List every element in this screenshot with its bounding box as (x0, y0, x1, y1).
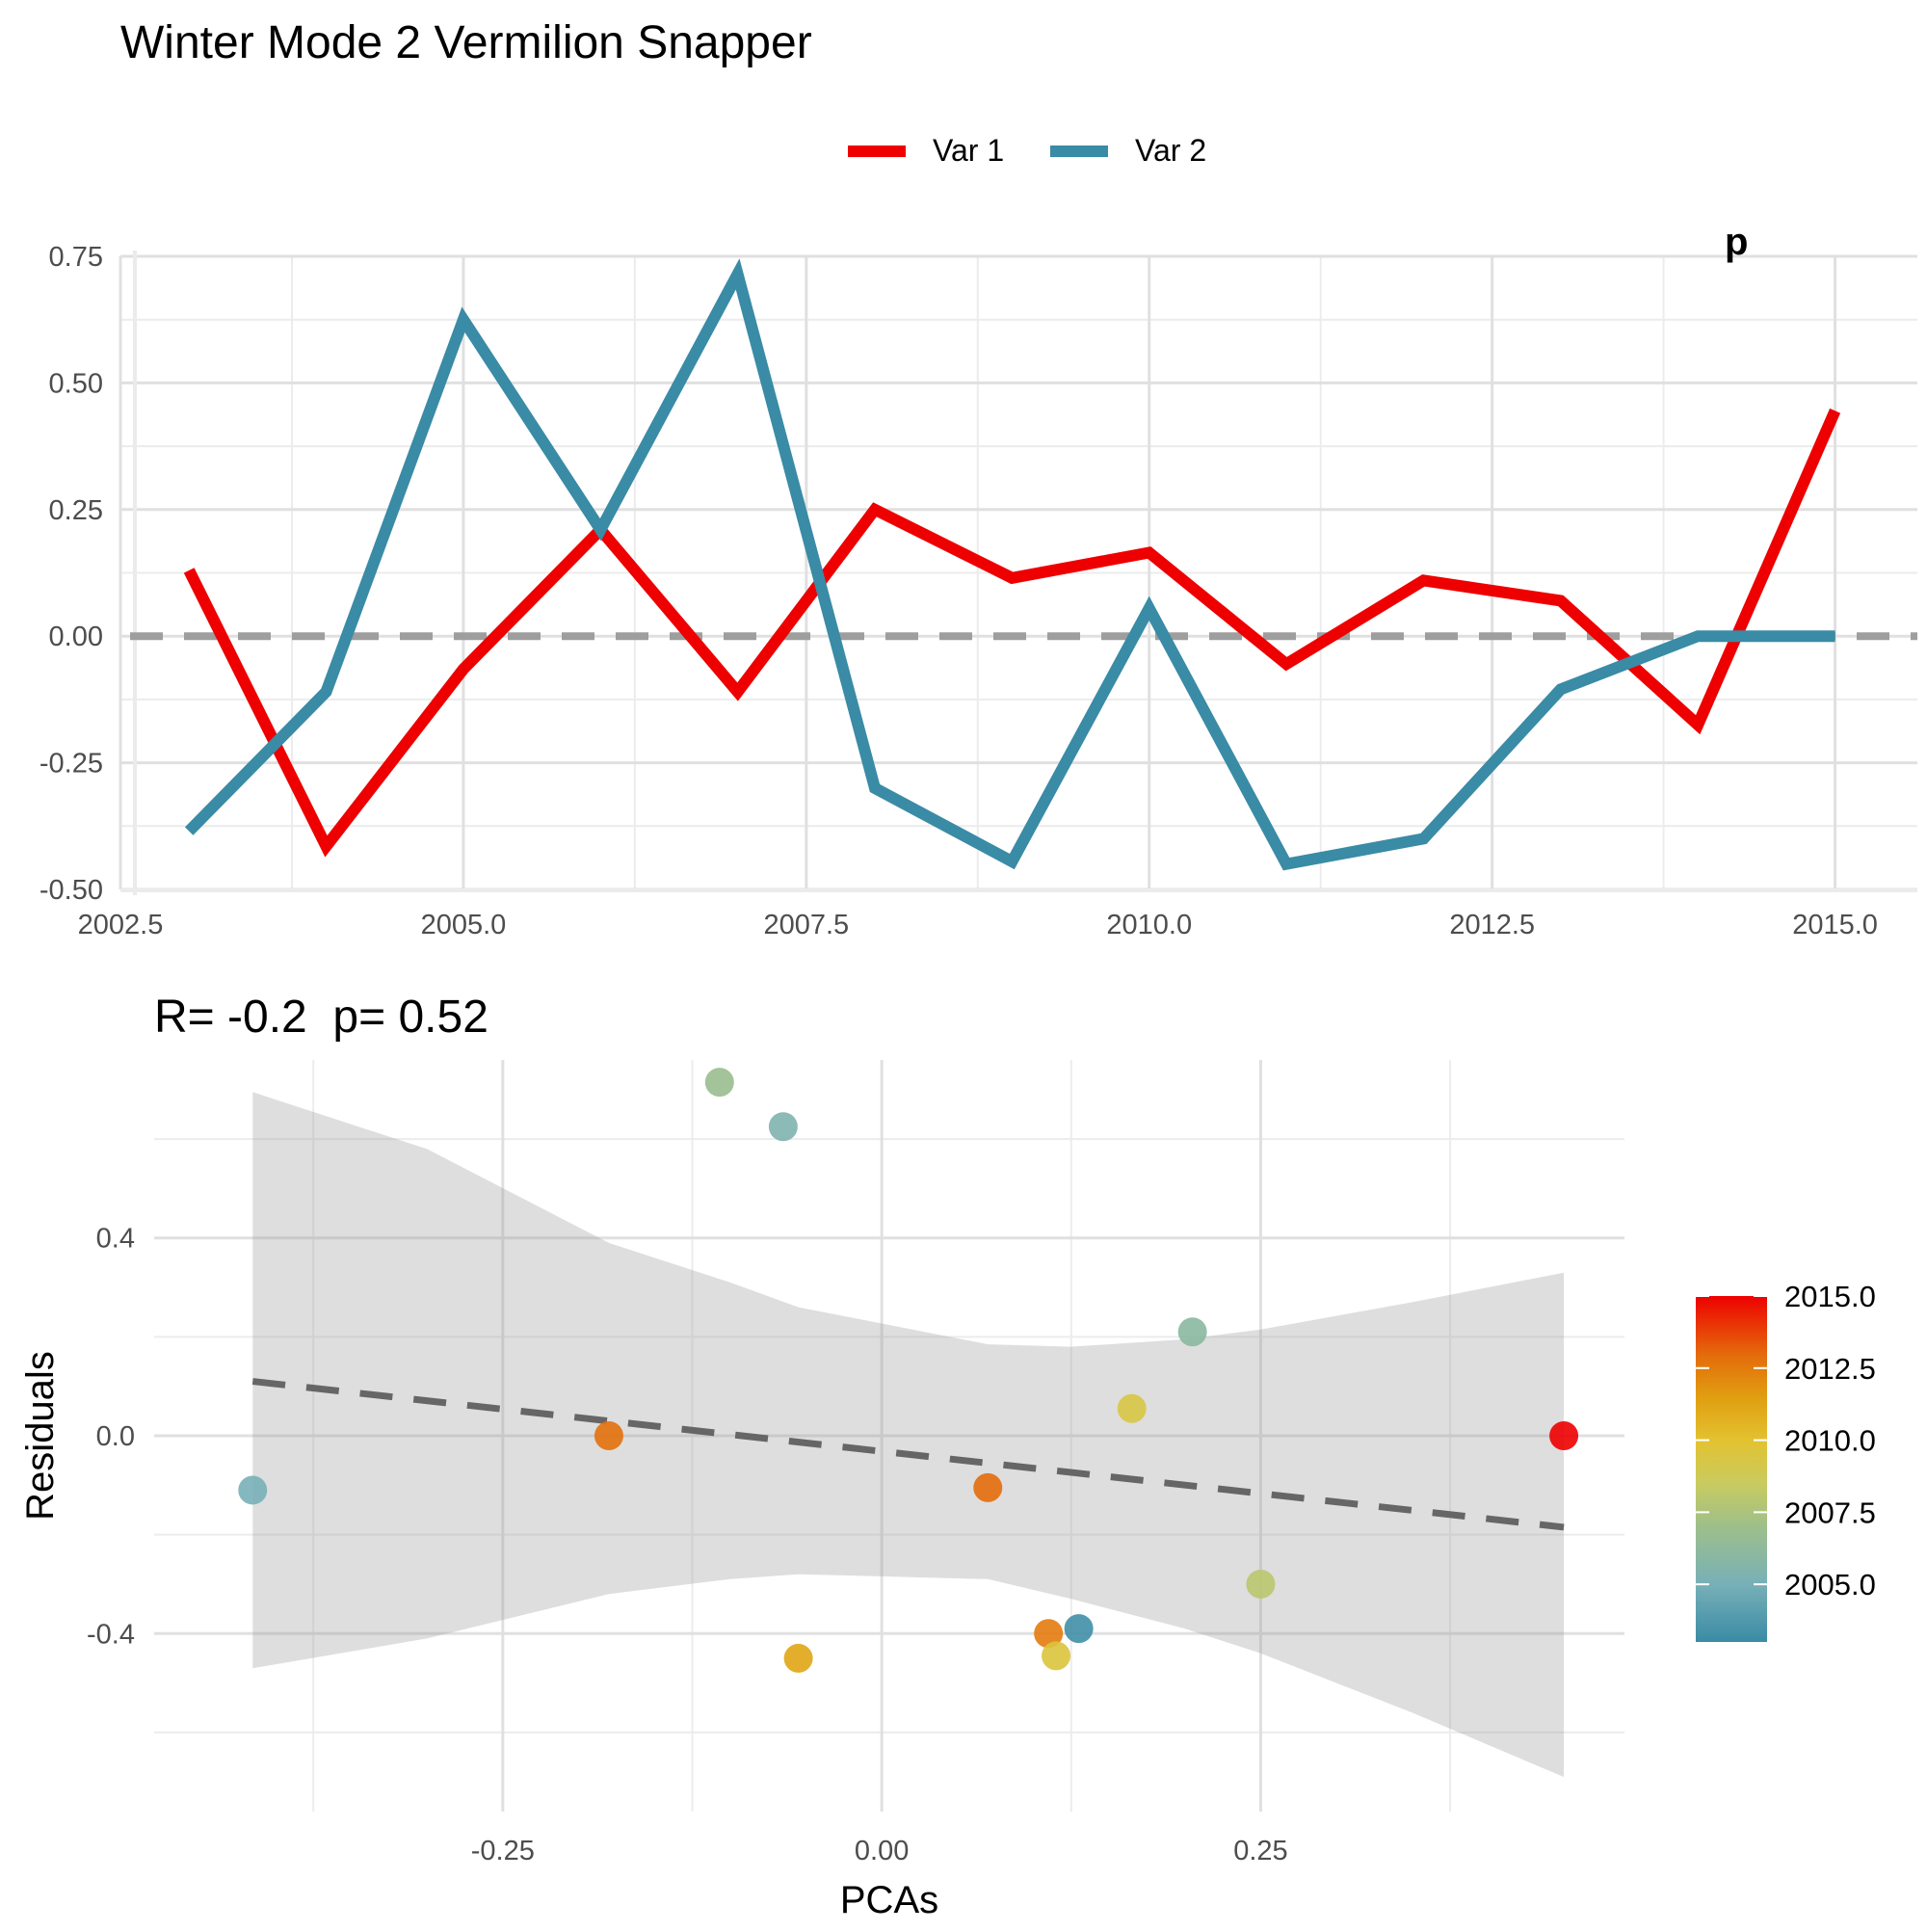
bottom-points (238, 1068, 1579, 1673)
bottom-chart-title: R= -0.2 p= 0.52 (154, 992, 488, 1043)
top-axis: 2002.5 2005.0 2007.5 2010.0 2012.5 2015.0 -0.5… (40, 221, 1917, 940)
colorbar-gradient (1696, 1296, 1767, 1642)
bottom-y-tick-label: -0.4 (87, 1619, 135, 1650)
top-y-tick-label: -0.50 (40, 875, 103, 906)
colorbar-tick-label: 2007.5 (1784, 1495, 1876, 1529)
top-y-tick-label: 0.50 (49, 368, 103, 399)
bottom-scatter-point (594, 1421, 623, 1450)
bottom-x-axis-label: PCAs (840, 1879, 938, 1921)
top-y-tick-label: 0.00 (49, 622, 103, 652)
bottom-y-tick-label: 0.0 (96, 1421, 135, 1452)
colorbar: 2005.0 2007.5 2010.0 2012.5 2015.0 (1696, 1280, 1876, 1642)
top-x-tick-label: 2002.5 (78, 910, 164, 940)
bottom-scatter-point (973, 1472, 1003, 1502)
bottom-scatter-point (1177, 1317, 1207, 1347)
bottom-scatter-point (1549, 1421, 1579, 1450)
bottom-scatter-point (1117, 1393, 1147, 1423)
top-x-tick-label: 2015.0 (1792, 910, 1878, 940)
top-clipped-annotation: p (1725, 221, 1748, 263)
bottom-scatter-point (768, 1112, 798, 1142)
top-x-tick-label: 2010.0 (1106, 910, 1192, 940)
bottom-x-tick-label: 0.25 (1233, 1836, 1287, 1866)
bottom-scatter-point (1042, 1641, 1071, 1671)
top-chart: Var 1 Var 2 2002.5 2005.0 2007.5 2010.0 2012.… (40, 133, 1917, 940)
bottom-band (251, 1092, 1565, 1778)
colorbar-tick-label: 2012.5 (1784, 1352, 1876, 1386)
bottom-x-tick-label: -0.25 (471, 1836, 535, 1866)
top-y-tick-label: 0.25 (49, 495, 103, 526)
colorbar-tick-label: 2005.0 (1784, 1568, 1876, 1601)
top-y-tick-label: 0.75 (49, 242, 103, 273)
top-series-line-var-2 (184, 258, 1835, 871)
top-series-line-var-1 (183, 408, 1841, 858)
page-title: Winter Mode 2 Vermilion Snapper (120, 17, 812, 68)
bottom-confidence-band (252, 1092, 1565, 1778)
top-x-tick-label: 2012.5 (1449, 910, 1535, 940)
bottom-scatter-point (1064, 1614, 1094, 1644)
bottom-scatter-point (783, 1643, 813, 1673)
top-series (130, 258, 1917, 871)
top-legend-label: Var 2 (1135, 133, 1206, 168)
top-x-tick-label: 2007.5 (763, 910, 849, 940)
bottom-scatter-point (1246, 1569, 1276, 1599)
top-x-tick-label: 2005.0 (421, 910, 507, 940)
bottom-x-tick-label: 0.00 (855, 1836, 909, 1866)
bottom-y-tick-label: 0.4 (96, 1224, 135, 1255)
colorbar-tick-label: 2015.0 (1784, 1280, 1876, 1313)
bottom-scatter-point (1034, 1619, 1064, 1649)
bottom-grid (154, 1060, 1624, 1812)
colorbar-tick-label: 2010.0 (1784, 1424, 1876, 1458)
top-legend-label: Var 1 (933, 133, 1004, 168)
top-y-tick-label: -0.25 (40, 749, 103, 780)
bottom-scatter-point (238, 1475, 268, 1505)
bottom-y-axis-label: Residuals (19, 1351, 62, 1521)
bottom-trend-line (251, 1378, 1565, 1531)
bottom-chart: R= -0.2 p= 0.52 PCAs Residuals -0.25 0.00… (19, 992, 1876, 1921)
bottom-scatter-point (704, 1068, 734, 1098)
top-legend: Var 1 Var 2 (848, 133, 1206, 168)
bottom-axis: -0.25 0.00 0.25 -0.4 0.0 0.4 (87, 1224, 1288, 1866)
